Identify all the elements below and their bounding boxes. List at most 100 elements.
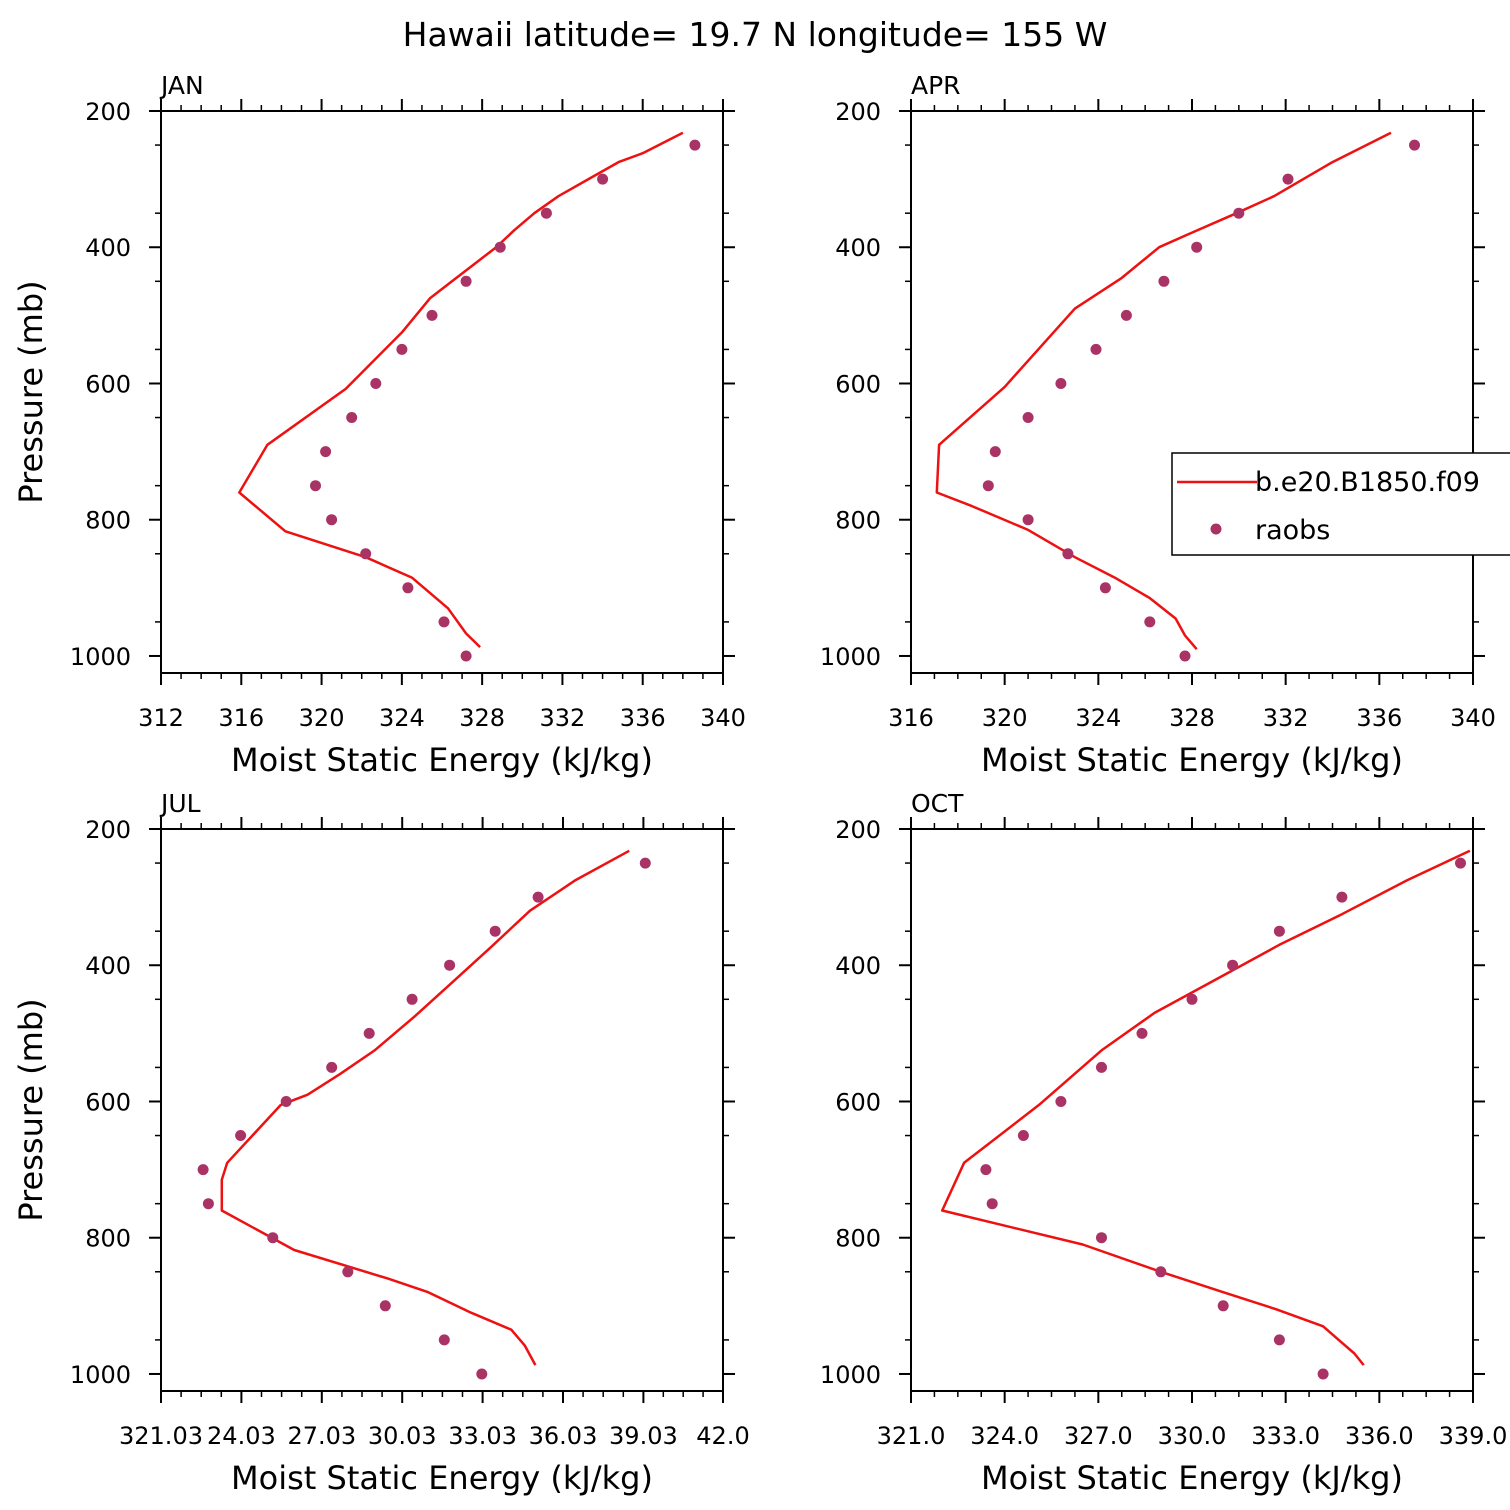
x-tick-label: 324 [379,704,425,732]
obs-point [460,650,472,662]
obs-point [1227,959,1239,971]
obs-point [1317,1368,1329,1380]
y-tick-label: 600 [835,370,881,398]
obs-point [532,891,544,903]
y-tick-label: 400 [85,234,131,262]
x-axis-label: Moist Static Energy (kJ/kg) [981,1459,1403,1497]
y-tick-label: 800 [835,507,881,535]
obs-point [1096,1061,1107,1073]
y-tick-label: 600 [835,1088,881,1116]
obs-point [280,1096,292,1107]
y-tick-label: 200 [835,98,881,126]
obs-point [494,241,506,253]
x-tick-label: 332 [1263,704,1309,732]
panel-title: JAN [159,71,204,100]
obs-point [597,173,609,185]
y-tick-label: 600 [85,1088,131,1116]
obs-point [406,993,418,1005]
obs-point [379,1300,391,1312]
obs-point [202,1198,214,1210]
obs-point [1155,1266,1167,1278]
x-tick-label: 340 [700,704,746,732]
x-tick-label: 328 [1169,704,1215,732]
x-tick-label: 30.03 [368,1422,437,1450]
x-tick-label: 328 [459,704,505,732]
model-series-line [940,849,1471,1366]
obs-point [476,1368,488,1380]
obs-point [1062,548,1074,560]
x-tick-label: 316 [218,704,264,732]
obs-point [396,343,408,355]
y-tick-label: 1000 [70,643,131,671]
y-tick-label: 200 [835,816,881,844]
x-tick-label: 333.0 [1251,1422,1320,1450]
obs-point [1273,1334,1285,1346]
x-tick-label: 39.03 [609,1422,678,1450]
obs-point [1090,343,1102,355]
y-tick-label: 200 [85,816,131,844]
x-tick-label: 324.0 [970,1422,1039,1450]
obs-point [1191,241,1203,253]
obs-point [689,139,701,151]
obs-point [342,1266,354,1278]
legend-dots-label: raobs [1255,515,1330,546]
legend-dot-swatch [1210,523,1222,535]
panel-apr: APR 316 320 324 328 332 336 340 200 400 600 800 1000… [820,71,1496,779]
x-tick-label: 321.0 [877,1422,946,1450]
x-tick-label: 321.03 [119,1422,203,1450]
x-tick-label: 332 [540,704,586,732]
figure-title: Hawaii latitude= 19.7 N longitude= 155 W [403,15,1108,54]
obs-point [1179,650,1191,662]
x-tick-label: 320 [982,704,1028,732]
obs-point [360,548,372,560]
panel-title: OCT [911,789,964,818]
obs-point [1055,1096,1067,1107]
obs-point [235,1130,247,1141]
y-tick-label: 400 [85,952,131,980]
y-tick-label: 1000 [70,1361,131,1389]
obs-point [326,1061,338,1073]
x-tick-label: 27.03 [287,1422,356,1450]
panel-title: JUL [159,789,201,818]
x-tick-label: 339.0 [1439,1422,1508,1450]
obs-point [1217,1300,1229,1312]
x-tick-label: 312 [138,704,184,732]
obs-point [1022,514,1034,526]
obs-point [197,1164,209,1176]
obs-point [1022,412,1034,423]
obs-point [980,1164,992,1176]
obs-point [1096,1232,1107,1244]
obs-point [402,582,414,594]
obs-point [489,925,501,937]
x-tick-label: 42.0 [696,1422,749,1450]
obs-point [1017,1130,1029,1141]
x-tick-label: 340 [1450,704,1496,732]
obs-point [1144,616,1156,628]
y-tick-label: 200 [85,98,131,126]
obs-point [444,959,456,971]
y-tick-label: 800 [85,1225,131,1253]
obs-point [540,207,552,219]
x-axis-label: Moist Static Energy (kJ/kg) [231,741,653,779]
obs-point [1282,173,1294,185]
obs-point [1136,1027,1148,1039]
y-axis-label: Pressure (mb) [12,280,50,503]
obs-point [1186,993,1198,1005]
obs-point [320,446,332,458]
obs-point [986,1198,998,1210]
obs-point [438,616,450,628]
obs-point [267,1232,279,1244]
y-tick-label: 800 [85,507,131,535]
obs-point [1120,309,1132,321]
obs-point [1099,582,1111,594]
obs-point [460,275,472,287]
x-tick-label: 324 [1075,704,1121,732]
y-tick-label: 1000 [820,643,881,671]
obs-point [989,446,1001,458]
x-tick-label: 330.0 [1158,1422,1227,1450]
x-axis-label: Moist Static Energy (kJ/kg) [981,741,1403,779]
obs-point [370,378,382,389]
obs-point [363,1027,375,1039]
obs-point [982,480,994,492]
